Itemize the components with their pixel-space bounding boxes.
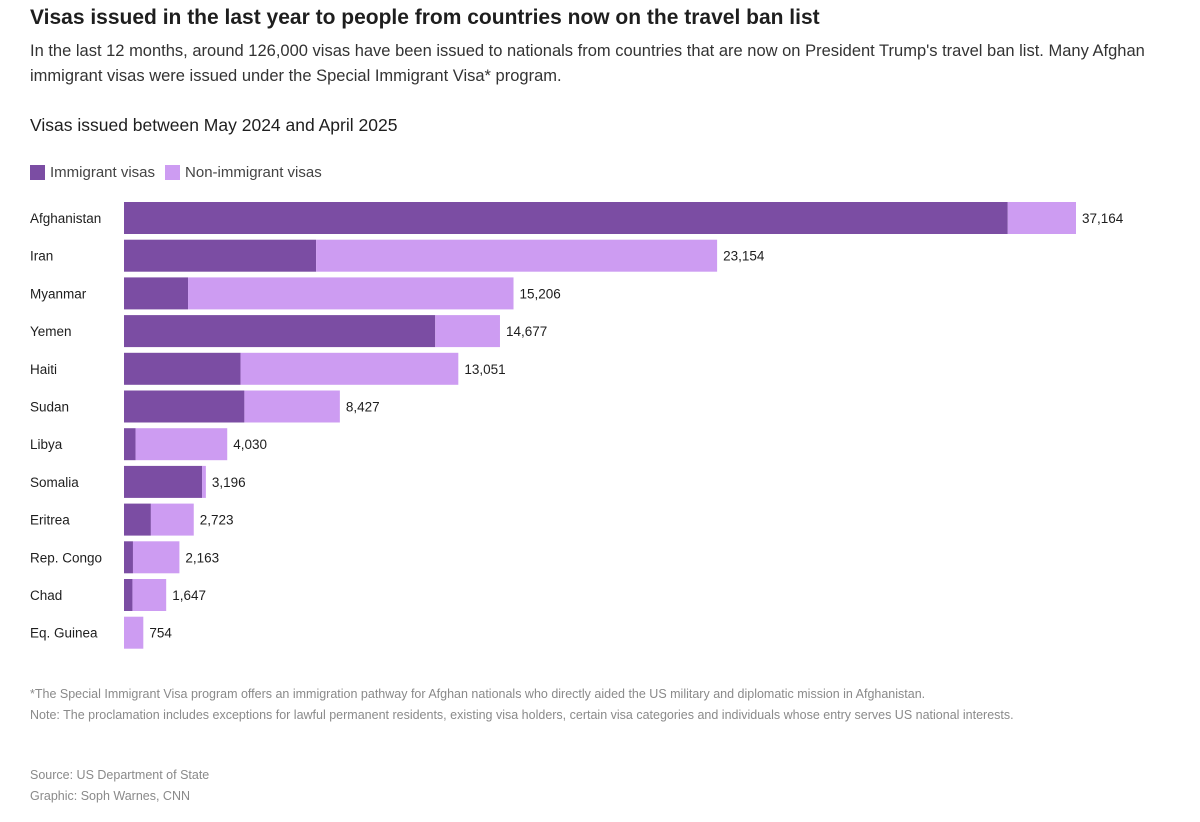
bar-immigrant-myanmar [124,277,189,310]
source-credit: Source: US Department of State [30,768,210,782]
bar-immigrant-chad [124,579,133,611]
chart-subtitle: In the last 12 months, around 126,000 vi… [30,42,1145,85]
total-label-eritrea: 2,723 [200,513,234,528]
bar-non-immigrant-somalia [202,465,206,498]
total-label-rep-congo: 2,163 [185,550,219,565]
category-label-afghanistan: Afghanistan [30,211,101,226]
total-label-sudan: 8,427 [346,400,380,415]
bar-non-immigrant-yemen [435,315,500,348]
bar-immigrant-haiti [124,352,241,385]
total-label-afghanistan: 37,164 [1082,211,1124,226]
total-label-chad: 1,647 [172,588,206,603]
total-label-libya: 4,030 [233,437,267,452]
category-label-eq-guinea: Eq. Guinea [30,626,98,641]
category-label-sudan: Sudan [30,400,69,415]
bar-immigrant-eritrea [124,503,151,536]
total-label-iran: 23,154 [723,249,765,264]
bar-immigrant-somalia [124,465,203,498]
bar-non-immigrant-eq-guinea [124,616,144,649]
bar-non-immigrant-chad [132,579,167,611]
bar-non-immigrant-myanmar [188,277,514,310]
legend-label-non-immigrant: Non-immigrant visas [185,164,322,181]
category-label-myanmar: Myanmar [30,286,87,301]
graphic-credit: Graphic: Soph Warnes, CNN [30,789,191,803]
category-label-haiti: Haiti [30,362,57,377]
category-label-rep-congo: Rep. Congo [30,550,102,565]
footnote-sivp: *The Special Immigrant Visa program offe… [30,687,926,701]
legend-item-non-immigrant: Non-immigrant visas [165,164,322,181]
chart-title: Visas issued in the last year to people … [30,6,820,29]
footnotes: *The Special Immigrant Visa program offe… [30,684,1170,726]
bar-non-immigrant-sudan [244,390,340,423]
legend-swatch-immigrant [30,165,45,180]
bar-immigrant-yemen [124,315,436,348]
footnote-proclamation: Note: The proclamation includes exceptio… [30,708,1014,722]
total-label-somalia: 3,196 [212,475,246,490]
category-label-chad: Chad [30,588,62,603]
category-label-somalia: Somalia [30,475,79,490]
credits: Source: US Department of State Graphic: … [30,765,209,807]
chart-heading: Visas issued between May 2024 and April … [30,115,398,135]
total-label-eq-guinea: 754 [149,626,172,641]
legend-swatch-non-immigrant [165,165,181,180]
legend-item-immigrant: Immigrant visas [30,164,155,181]
bar-non-immigrant-haiti [240,352,459,385]
legend-label-immigrant: Immigrant visas [50,164,156,181]
bar-immigrant-libya [124,428,136,461]
bar-immigrant-rep-congo [124,541,133,574]
category-label-eritrea: Eritrea [30,513,70,528]
bar-immigrant-sudan [124,390,245,423]
total-label-haiti: 13,051 [464,362,505,377]
bar-non-immigrant-iran [316,239,718,272]
total-label-myanmar: 15,206 [520,286,561,301]
bar-immigrant-iran [124,239,317,272]
total-label-yemen: 14,677 [506,324,547,339]
bar-non-immigrant-rep-congo [132,541,180,574]
legend: Immigrant visas Non-immigrant visas [30,164,332,181]
category-label-libya: Libya [30,437,63,452]
category-label-yemen: Yemen [30,324,72,339]
bar-non-immigrant-libya [135,428,228,461]
bar-immigrant-afghanistan [124,202,1008,234]
category-label-iran: Iran [30,249,53,264]
bar-non-immigrant-eritrea [150,503,194,536]
bar-non-immigrant-afghanistan [1007,202,1076,234]
